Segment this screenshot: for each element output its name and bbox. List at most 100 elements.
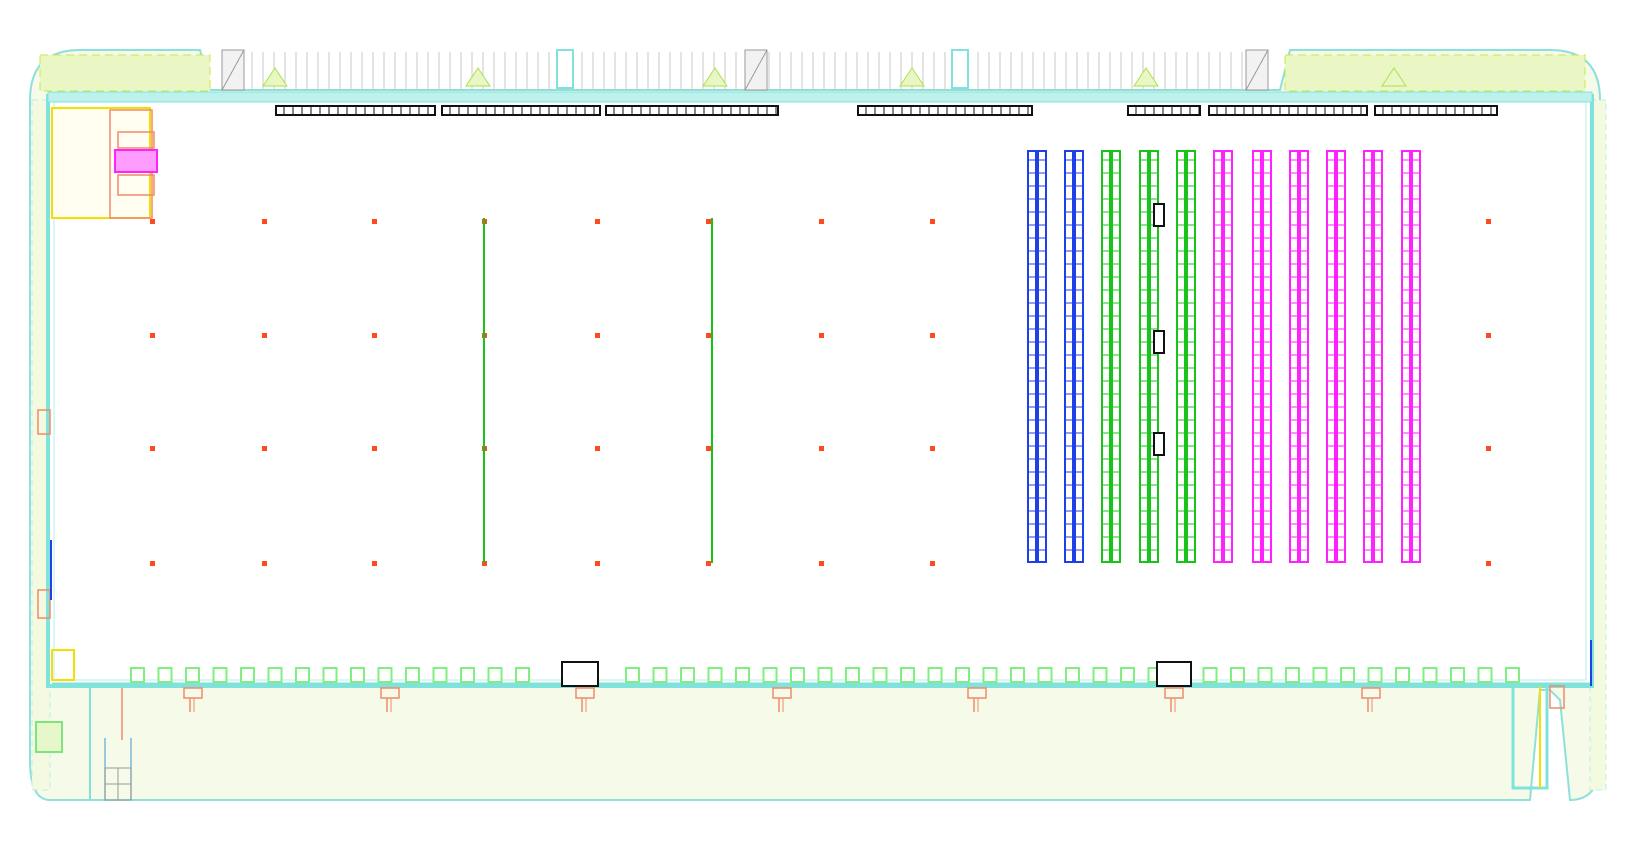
dock-door — [267, 667, 283, 683]
dock-door — [652, 667, 668, 683]
column-marker — [262, 219, 267, 224]
office-block — [51, 107, 158, 219]
column-marker — [819, 333, 824, 338]
rack-right — [1074, 150, 1084, 563]
gate-hatch — [744, 49, 768, 91]
dock-door — [432, 667, 448, 683]
dock-door — [625, 667, 640, 683]
dock-door — [872, 667, 888, 683]
dock-door — [185, 667, 200, 683]
dock-door — [130, 667, 145, 683]
column-marker — [595, 446, 600, 451]
column-marker — [1486, 561, 1491, 566]
column-marker — [595, 561, 600, 566]
triangle-marker — [702, 67, 728, 87]
dock-door — [487, 667, 503, 683]
stair-icon — [35, 688, 132, 801]
column-marker — [372, 561, 377, 566]
dock-door — [707, 667, 723, 683]
triangle-marker — [1381, 67, 1407, 87]
leveler — [575, 687, 595, 699]
rack-equipment — [1153, 330, 1165, 354]
rack-right — [1223, 150, 1233, 563]
dock-door — [212, 667, 228, 683]
gate-post — [951, 49, 969, 89]
column-marker — [1486, 219, 1491, 224]
rack-left — [1139, 150, 1149, 563]
rack-left — [1101, 150, 1111, 563]
column-marker — [930, 219, 935, 224]
gate-hatch — [221, 49, 245, 91]
column-marker — [930, 446, 935, 451]
right-annex — [1511, 684, 1565, 790]
rack-right — [1111, 150, 1121, 563]
dock-levelers — [183, 687, 1381, 712]
column-marker — [150, 333, 155, 338]
rack-left — [1326, 150, 1336, 563]
dock-door — [460, 667, 475, 683]
column-marker — [1486, 446, 1491, 451]
gate-hatch — [1245, 49, 1269, 91]
storage-block — [1127, 105, 1201, 116]
column-marker — [706, 446, 711, 451]
dock-doors — [52, 667, 1590, 686]
dock-door — [515, 667, 530, 683]
dock-door — [1065, 667, 1080, 683]
dock-door — [1422, 667, 1438, 683]
column-marker — [819, 219, 824, 224]
column-marker — [150, 561, 155, 566]
storage-block — [605, 105, 779, 116]
top-storage-blocks — [275, 105, 1498, 116]
rack-right — [1373, 150, 1383, 563]
dock-door — [1340, 667, 1355, 683]
rack-equipment — [1153, 203, 1165, 227]
dock-door — [322, 667, 338, 683]
dock-door — [927, 667, 943, 683]
triangle-marker — [1133, 67, 1159, 87]
dock-door — [1010, 667, 1025, 683]
leveler — [1361, 687, 1381, 699]
dock-door — [1477, 667, 1493, 683]
rack-right — [1262, 150, 1272, 563]
dock-door — [1202, 667, 1218, 683]
dock-door — [1285, 667, 1300, 683]
dock-door — [790, 667, 805, 683]
dock-door — [350, 667, 365, 683]
dock-door — [157, 667, 173, 683]
dock-door — [405, 667, 420, 683]
column-marker — [706, 333, 711, 338]
green-partition-lines — [483, 218, 713, 563]
dock-door — [377, 667, 393, 683]
rack-left — [1176, 150, 1186, 563]
column-marker — [150, 446, 155, 451]
triangle-marker — [465, 67, 491, 87]
column-marker — [482, 561, 487, 566]
column-marker — [1486, 333, 1491, 338]
leveler — [1164, 687, 1184, 699]
dock-door — [762, 667, 778, 683]
column-marker — [372, 446, 377, 451]
bottom-boxes — [561, 661, 1192, 687]
rack-right — [1299, 150, 1309, 563]
rack-right — [1037, 150, 1047, 563]
column-marker — [372, 219, 377, 224]
dock-door — [240, 667, 255, 683]
rack-left — [1252, 150, 1262, 563]
dock-door — [1037, 667, 1053, 683]
column-marker — [930, 333, 935, 338]
dock-door — [680, 667, 695, 683]
dock-door — [1312, 667, 1328, 683]
rack-left — [1289, 150, 1299, 563]
storage-block — [1208, 105, 1368, 116]
column-marker — [150, 219, 155, 224]
rack-left — [1401, 150, 1411, 563]
column-marker — [262, 333, 267, 338]
left-wall-details — [37, 409, 1592, 686]
dock-door — [1257, 667, 1273, 683]
leveler — [183, 687, 203, 699]
storage-block — [1374, 105, 1498, 116]
dock-door — [845, 667, 860, 683]
rack-equipment — [1153, 432, 1165, 456]
rack-left — [1213, 150, 1223, 563]
